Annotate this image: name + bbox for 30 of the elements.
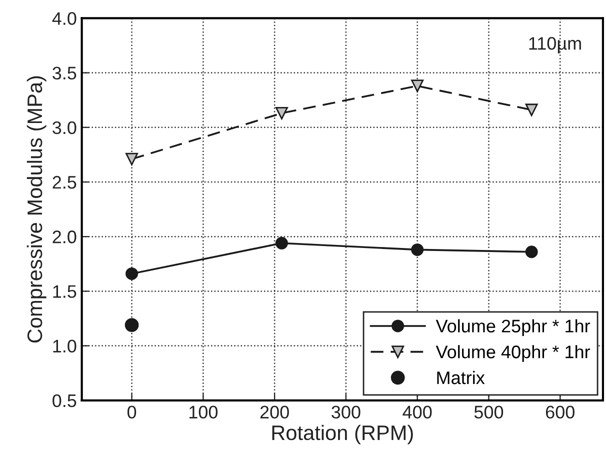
y-axis-title: Compressive Modulus (MPa): [26, 76, 46, 343]
legend-label: Volume 40phr * 1hr: [436, 345, 590, 362]
y-tick-label: 1.5: [53, 285, 76, 298]
point: [126, 152, 138, 166]
y-tick-label: 3.5: [52, 66, 76, 80]
point: [124, 318, 139, 332]
y-tick-label: 1.0: [53, 340, 76, 353]
y-tick-label: 2.5: [52, 176, 76, 189]
annotation: 110µm: [529, 37, 581, 54]
legend-label: Volume 25phr * 1hr: [436, 319, 590, 336]
legend-label: Matrix: [437, 370, 485, 384]
point: [411, 80, 424, 92]
point: [525, 104, 538, 116]
x-tick-label: 300: [332, 406, 360, 419]
x-tick-label: 100: [189, 406, 218, 419]
x-tick-label: 600: [546, 406, 574, 419]
y-tick-label: 3.0: [52, 121, 76, 134]
x-tick-label: 0: [127, 406, 136, 419]
point: [525, 246, 538, 258]
y-tick-label: 0.5: [52, 394, 76, 408]
point: [275, 106, 288, 120]
x-tick-label: 400: [402, 406, 432, 419]
y-tick-label: 2.0: [52, 230, 76, 244]
x-axis-title: Rotation (RPM): [272, 424, 413, 444]
x-tick-label: 200: [260, 406, 289, 419]
point: [126, 267, 138, 280]
y-tick-label: 4.0: [52, 12, 76, 25]
point: [275, 236, 288, 250]
x-tick-label: 500: [474, 406, 504, 419]
point: [411, 243, 424, 256]
